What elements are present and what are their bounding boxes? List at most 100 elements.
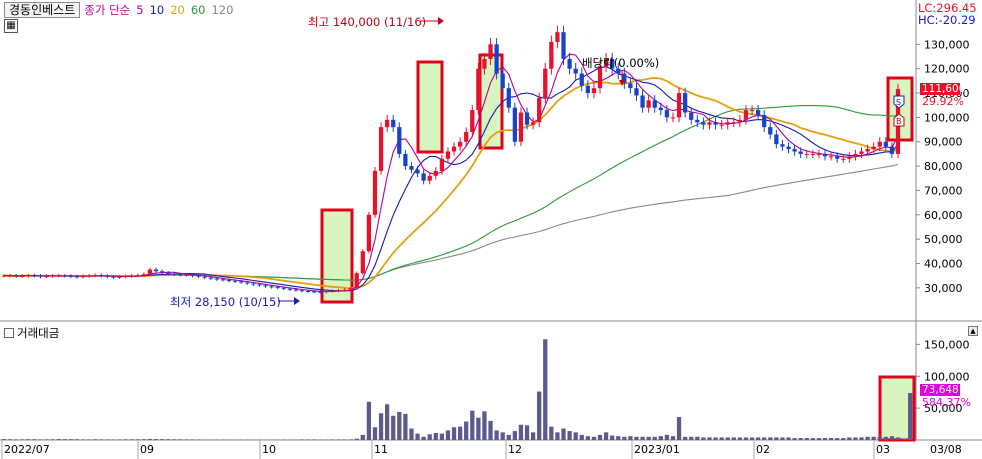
candle-body <box>865 149 870 152</box>
volume-bar <box>683 436 688 440</box>
candle-body <box>749 110 755 112</box>
candle-body <box>147 269 153 275</box>
candle-body <box>774 134 779 145</box>
candle-body <box>755 110 761 115</box>
candle-body <box>26 275 31 277</box>
candle-body <box>336 290 341 292</box>
candle-body <box>603 58 609 67</box>
candle-body <box>245 282 250 284</box>
candle-body <box>226 280 232 282</box>
volume-bar <box>774 437 779 440</box>
volume-bar <box>433 432 438 440</box>
legend-ma-5: 5 <box>136 3 144 17</box>
volume-bar <box>403 413 408 440</box>
candle-body <box>299 290 305 292</box>
candle-body <box>421 173 426 181</box>
candle-body <box>275 287 280 289</box>
candle-body <box>372 170 378 215</box>
candle-body <box>573 68 578 74</box>
candle-body <box>622 73 627 84</box>
volume-bar <box>305 439 311 440</box>
candle-body <box>257 284 262 286</box>
volume-bar <box>810 438 815 440</box>
volume-bar <box>7 439 13 440</box>
candle-body <box>166 272 171 274</box>
panel-maximize-icon[interactable]: ▲ <box>968 326 978 336</box>
grid-toggle-icon[interactable]: ▦ <box>4 19 18 33</box>
candle-body <box>561 32 566 59</box>
candle-body <box>196 275 201 277</box>
volume-bar <box>105 439 110 440</box>
candle-body <box>567 58 572 69</box>
volume-bar <box>798 438 803 440</box>
candle-body <box>1 275 7 277</box>
candle-body <box>44 276 49 278</box>
current-price-pct: 29.92% <box>922 95 964 108</box>
volume-bar <box>719 437 724 440</box>
sell-marker-icon <box>893 95 905 109</box>
volume-bar <box>293 439 299 440</box>
volume-bar <box>670 436 676 440</box>
price-tick-label: 100,000 <box>924 111 970 124</box>
volume-bar <box>628 436 633 440</box>
volume-bar <box>610 435 615 440</box>
candle-body <box>451 146 457 152</box>
candle-body <box>768 127 773 135</box>
volume-bar <box>524 425 530 440</box>
volume-bar <box>14 439 19 440</box>
candle-body <box>62 275 67 277</box>
x-axis-label: 2022/07 <box>4 443 50 456</box>
volume-bar <box>166 439 171 440</box>
candle-body <box>281 287 286 289</box>
volume-bar <box>835 438 840 440</box>
candle-body <box>847 156 852 159</box>
candle-body <box>129 275 134 277</box>
volume-bar <box>749 437 755 440</box>
highlight-box <box>416 60 444 154</box>
volume-bar <box>62 439 67 440</box>
candle-body <box>670 117 676 119</box>
volume-bar <box>299 439 305 440</box>
candle-body <box>488 44 493 59</box>
candle-body <box>883 141 888 147</box>
candle-body <box>804 153 809 155</box>
volume-bar <box>312 439 317 440</box>
candle-body <box>105 275 110 277</box>
candle-body <box>634 88 639 96</box>
volume-bar <box>336 439 341 440</box>
volume-bar <box>196 439 201 440</box>
volume-panel-checkbox[interactable] <box>4 328 14 338</box>
candle-body <box>816 153 822 155</box>
candle-body <box>269 286 274 288</box>
volume-bar <box>275 439 280 440</box>
volume-bar <box>38 439 43 440</box>
candle-body <box>80 276 86 278</box>
candle-body <box>99 275 104 277</box>
candle-body <box>786 146 791 150</box>
candle-body <box>695 119 700 123</box>
stock-name-box[interactable]: 경동인베스트 <box>4 2 81 18</box>
candle-body <box>378 127 384 171</box>
candle-body <box>889 146 895 154</box>
volume-bar <box>597 434 603 440</box>
candle-body <box>658 107 663 111</box>
volume-bar <box>397 411 402 440</box>
volume-bar <box>172 439 177 440</box>
volume-bar <box>451 427 457 440</box>
volume-bar <box>901 438 907 440</box>
candle-body <box>524 112 530 125</box>
volume-bar <box>841 438 846 440</box>
volume-bar <box>786 437 791 440</box>
volume-bar <box>792 438 797 440</box>
candle-body <box>585 85 590 94</box>
candle-body <box>445 151 451 159</box>
volume-bar <box>537 391 542 440</box>
candle-body <box>530 122 536 125</box>
candle-body <box>312 291 317 293</box>
volume-bar <box>603 432 609 440</box>
candle-body <box>324 291 329 293</box>
legend-ma-60: 60 <box>190 3 206 17</box>
volume-bar <box>348 439 353 440</box>
candle-body <box>403 153 408 167</box>
candle-body <box>476 68 481 111</box>
